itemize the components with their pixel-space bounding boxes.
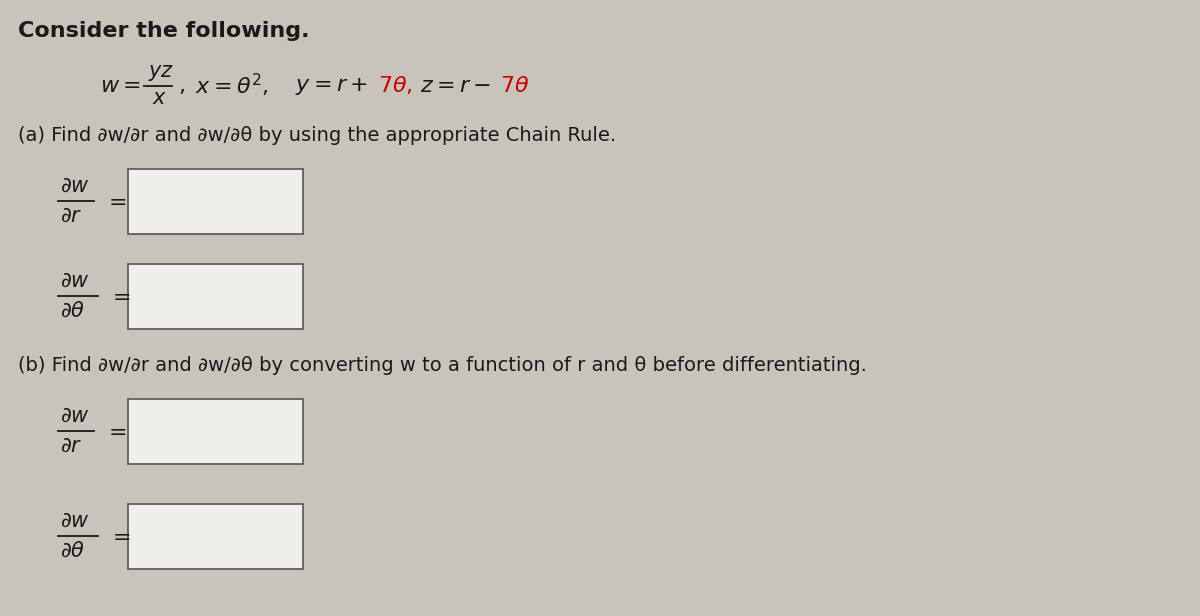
Text: $\partial w$: $\partial w$	[60, 511, 90, 530]
Text: $=$: $=$	[108, 525, 131, 547]
Text: $7\theta,$: $7\theta,$	[378, 75, 413, 97]
FancyBboxPatch shape	[128, 264, 302, 328]
Text: (a) Find ∂w/∂r and ∂w/∂θ by using the appropriate Chain Rule.: (a) Find ∂w/∂r and ∂w/∂θ by using the ap…	[18, 126, 616, 145]
Text: $\partial r$: $\partial r$	[60, 206, 83, 225]
Text: $=$: $=$	[104, 420, 126, 442]
Text: $7\theta$: $7\theta$	[500, 75, 529, 97]
Text: $x$: $x$	[152, 89, 167, 108]
Text: $\partial w$: $\partial w$	[60, 407, 90, 426]
Text: $\partial w$: $\partial w$	[60, 177, 90, 195]
Text: $yz$: $yz$	[148, 63, 174, 83]
Text: $w = $: $w = $	[100, 75, 140, 97]
Text: $=$: $=$	[104, 190, 126, 212]
Text: $\partial \theta$: $\partial \theta$	[60, 541, 85, 561]
Text: $,$: $,$	[178, 75, 185, 97]
Text: Consider the following.: Consider the following.	[18, 21, 310, 41]
Text: $\partial r$: $\partial r$	[60, 437, 83, 455]
FancyBboxPatch shape	[128, 169, 302, 233]
Text: $y = r +$: $y = r +$	[295, 75, 367, 97]
FancyBboxPatch shape	[128, 503, 302, 569]
FancyBboxPatch shape	[128, 399, 302, 463]
Text: $=$: $=$	[108, 285, 131, 307]
Text: $\partial w$: $\partial w$	[60, 272, 90, 291]
Text: $x = \theta^2,$: $x = \theta^2,$	[194, 73, 269, 100]
Text: $\partial \theta$: $\partial \theta$	[60, 301, 85, 321]
Text: (b) Find ∂w/∂r and ∂w/∂θ by converting w to a function of r and θ before differe: (b) Find ∂w/∂r and ∂w/∂θ by converting w…	[18, 356, 866, 375]
Text: $z = r -$: $z = r -$	[420, 75, 491, 97]
